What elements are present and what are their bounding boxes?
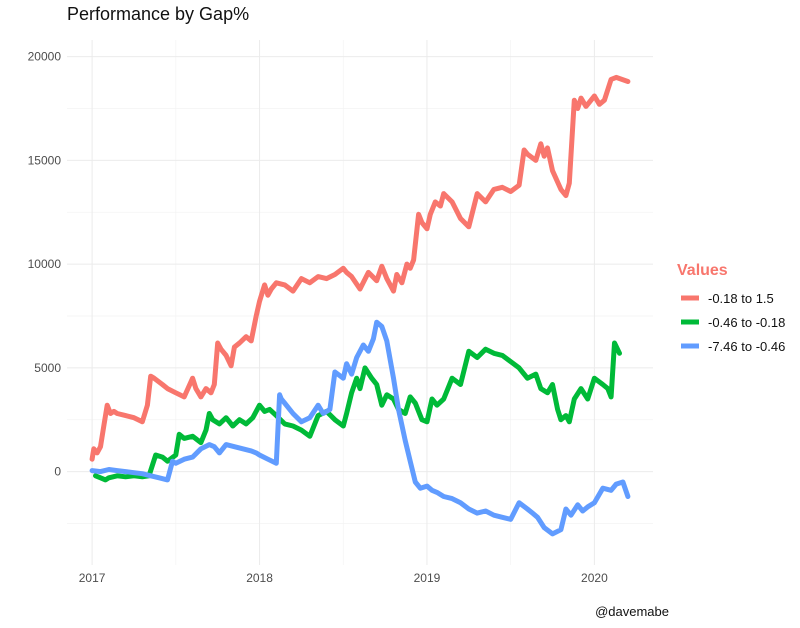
legend-label-1: -0.18 to 1.5 <box>708 291 774 306</box>
series-lines <box>89 74 631 537</box>
y-tick-label: 20000 <box>28 50 62 64</box>
series-line-3 <box>89 319 631 537</box>
legend-label-2: -0.46 to -0.18 <box>708 315 785 330</box>
grid <box>67 40 653 565</box>
y-tick-label: 0 <box>54 465 61 479</box>
x-tick-label: 2020 <box>581 571 608 585</box>
legend-label-3: -7.46 to -0.46 <box>708 339 785 354</box>
x-tick-label: 2018 <box>246 571 273 585</box>
axis-tick-labels: 0 5000 10000 15000 20000 2017 2018 2019 2020 <box>28 50 608 585</box>
x-tick-label: 2019 <box>414 571 441 585</box>
x-tick-label: 2017 <box>79 571 106 585</box>
caption-credit: @davemabe <box>595 604 669 619</box>
chart-title: Performance by Gap% <box>67 4 249 24</box>
y-tick-label: 15000 <box>28 153 62 167</box>
legend-title: Values <box>677 262 728 279</box>
y-tick-label: 10000 <box>28 257 62 271</box>
series-line-2 <box>93 340 622 483</box>
y-tick-label: 5000 <box>34 361 61 375</box>
series-line-1 <box>89 74 631 462</box>
legend: Values -0.18 to 1.5 -0.46 to -0.18 -7.46 t… <box>677 262 785 354</box>
